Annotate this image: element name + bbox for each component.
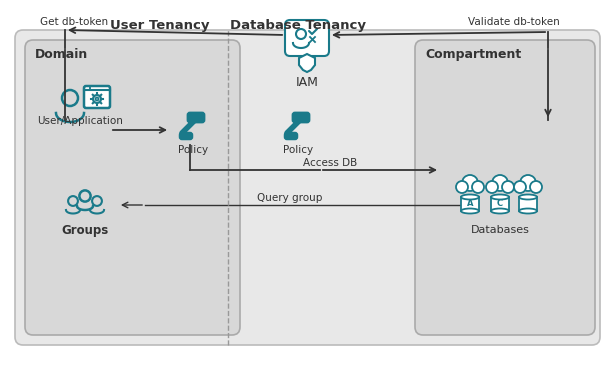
Text: User Tenancy: User Tenancy: [111, 19, 210, 32]
Circle shape: [456, 181, 468, 193]
Ellipse shape: [461, 209, 479, 213]
Text: Groups: Groups: [61, 224, 109, 237]
FancyBboxPatch shape: [15, 30, 600, 345]
FancyBboxPatch shape: [84, 86, 110, 108]
Text: Query group: Query group: [257, 193, 323, 203]
Text: Domain: Domain: [35, 48, 88, 61]
Circle shape: [472, 181, 484, 193]
Ellipse shape: [519, 195, 537, 200]
Circle shape: [530, 181, 542, 193]
Text: Compartment: Compartment: [425, 48, 521, 61]
Text: C: C: [497, 199, 503, 207]
Bar: [461, 197, 479, 211]
Bar: [519, 197, 537, 211]
Circle shape: [492, 175, 508, 191]
Circle shape: [502, 181, 514, 193]
Text: Validate db-token: Validate db-token: [468, 17, 560, 27]
Polygon shape: [299, 54, 315, 72]
FancyBboxPatch shape: [188, 113, 204, 122]
Circle shape: [514, 181, 526, 193]
FancyBboxPatch shape: [180, 133, 192, 139]
FancyBboxPatch shape: [285, 133, 297, 139]
Text: IAM: IAM: [295, 76, 319, 89]
Ellipse shape: [491, 209, 509, 213]
Text: A: A: [467, 199, 473, 207]
Text: Policy: Policy: [178, 145, 208, 155]
FancyBboxPatch shape: [285, 20, 329, 56]
FancyBboxPatch shape: [25, 40, 240, 335]
Circle shape: [486, 181, 498, 193]
Text: Policy: Policy: [283, 145, 313, 155]
FancyBboxPatch shape: [415, 40, 595, 335]
Ellipse shape: [461, 195, 479, 200]
Text: User/Application: User/Application: [37, 116, 123, 126]
FancyBboxPatch shape: [293, 113, 309, 122]
Text: Databases: Databases: [470, 225, 529, 235]
Circle shape: [520, 175, 536, 191]
Text: Database Tenancy: Database Tenancy: [230, 19, 366, 32]
Ellipse shape: [519, 209, 537, 213]
Circle shape: [462, 175, 478, 191]
Text: Access DB: Access DB: [303, 158, 357, 168]
Text: Get db-token: Get db-token: [40, 17, 108, 27]
Bar: [491, 197, 509, 211]
Ellipse shape: [491, 195, 509, 200]
